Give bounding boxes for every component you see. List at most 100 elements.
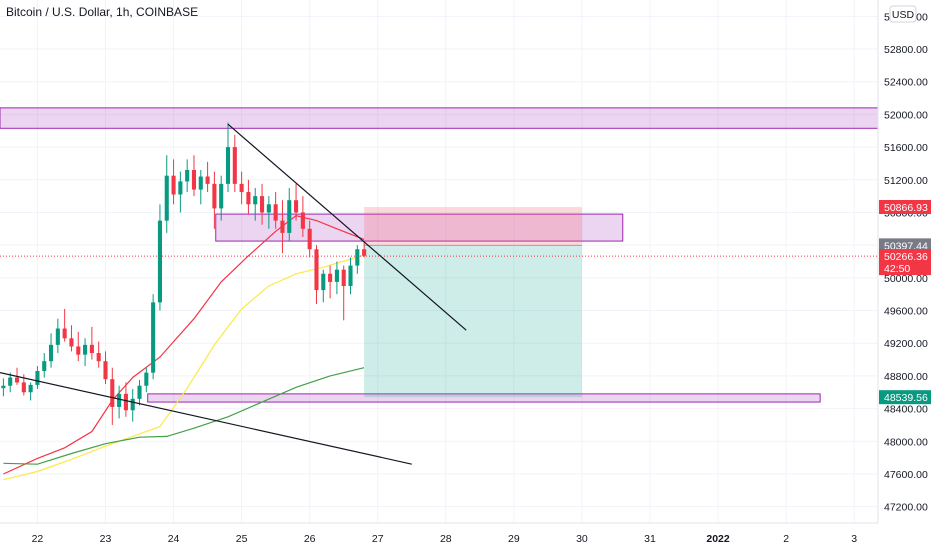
candle-body <box>348 265 353 287</box>
candle-body <box>212 183 217 209</box>
time-tick-label: 2022 <box>706 533 730 545</box>
candle-body <box>205 176 210 184</box>
time-tick-label: 28 <box>440 533 452 545</box>
candle-body <box>28 384 33 393</box>
candle-body <box>171 175 176 195</box>
candle-body <box>49 344 54 362</box>
candle-body <box>191 169 197 190</box>
candle-body <box>307 228 312 250</box>
candle-body <box>103 361 108 380</box>
candle-body <box>130 398 135 411</box>
price-tick-label: 48800.00 <box>884 371 928 383</box>
time-tick-label: 22 <box>32 533 44 545</box>
zone-rect-3 <box>147 393 821 403</box>
price-tick-label: 50000.00 <box>884 273 928 285</box>
price-tick-label: 47200.00 <box>884 502 928 514</box>
candlesticks <box>1 122 367 425</box>
zone-rect-1 <box>0 107 879 129</box>
candle-body <box>273 204 278 221</box>
candle-body <box>232 147 237 184</box>
countdown-label: 42:50 <box>884 263 910 275</box>
candle-body <box>300 212 305 229</box>
trendlines[interactable] <box>0 123 467 465</box>
candle-body <box>62 328 67 339</box>
candle-body <box>225 147 231 184</box>
candle-body <box>314 249 319 291</box>
time-tick-label: 29 <box>508 533 520 545</box>
candle-body <box>1 385 6 389</box>
candle-body <box>328 273 333 282</box>
candle-body <box>266 204 271 213</box>
price-tag-label: 50866.93 <box>884 202 928 214</box>
time-tick-label: 27 <box>372 533 384 545</box>
price-tag-3 <box>879 249 931 276</box>
candle-body <box>164 175 169 221</box>
time-tick-label: 30 <box>576 533 588 545</box>
short-position-tool[interactable] <box>364 206 582 398</box>
time-tick-label: 26 <box>304 533 316 545</box>
trendline-2 <box>0 372 412 465</box>
price-tick-label: 47600.00 <box>884 469 928 481</box>
take-profit-zone <box>364 245 582 398</box>
candle-body <box>123 393 128 411</box>
time-tick-label: 25 <box>236 533 248 545</box>
candle-body <box>178 181 183 195</box>
candle-body <box>144 372 149 386</box>
candle-body <box>35 371 40 385</box>
candle-body <box>42 361 47 372</box>
candle-body <box>21 382 26 393</box>
candle-body <box>55 328 60 345</box>
time-axis[interactable] <box>0 523 932 550</box>
candle-body <box>219 183 224 209</box>
candle-body <box>76 346 81 355</box>
candle-body <box>185 169 190 182</box>
candle-body <box>83 344 88 355</box>
candle-body <box>280 220 285 233</box>
candle-body <box>69 338 74 347</box>
candle-body <box>14 377 20 383</box>
moving-average-1 <box>3 215 365 475</box>
candle-body <box>157 220 162 303</box>
candle-body <box>259 196 265 213</box>
candle-body <box>137 385 142 399</box>
price-tick-label: 49200.00 <box>884 338 928 350</box>
candle-body <box>334 269 339 282</box>
trendline-1 <box>227 123 467 331</box>
stop-loss-zone <box>364 206 582 246</box>
price-tick-label: 52400.00 <box>884 77 928 89</box>
price-tick-label: 48400.00 <box>884 404 928 416</box>
candle-body <box>362 249 367 256</box>
candle-body <box>287 200 292 233</box>
chart-title: Bitcoin / U.S. Dollar, 1h, COINBASE <box>6 5 198 19</box>
candle-body <box>246 192 251 205</box>
time-tick-label: 24 <box>168 533 180 545</box>
price-tag-4 <box>879 390 931 405</box>
price-tick-label: 49600.00 <box>884 306 928 318</box>
candle-body <box>198 176 203 190</box>
candle-body <box>151 302 156 373</box>
candle-body <box>89 344 94 354</box>
price-tick-label: 52800.00 <box>884 44 928 56</box>
candle-body <box>239 183 244 193</box>
candle-body <box>321 273 326 291</box>
currency-label: USD <box>892 9 915 21</box>
price-tag-1 <box>879 199 931 214</box>
candle-body <box>8 377 13 386</box>
price-tag-label: 48539.56 <box>884 392 928 404</box>
time-tick-label: 3 <box>851 533 857 545</box>
candle-body <box>294 200 299 213</box>
moving-average-2 <box>3 254 365 481</box>
moving-averages <box>3 215 365 481</box>
candle-body <box>110 379 115 407</box>
moving-average-3 <box>3 367 365 465</box>
currency-button[interactable]: USD <box>889 5 917 23</box>
price-tick-label: 52000.00 <box>884 109 928 121</box>
candle-body <box>341 269 346 287</box>
time-tick-label: 23 <box>100 533 112 545</box>
candle-body <box>355 249 360 266</box>
time-tick-label: 2 <box>783 533 789 545</box>
candle-body <box>96 353 101 362</box>
candle-body <box>117 393 122 407</box>
